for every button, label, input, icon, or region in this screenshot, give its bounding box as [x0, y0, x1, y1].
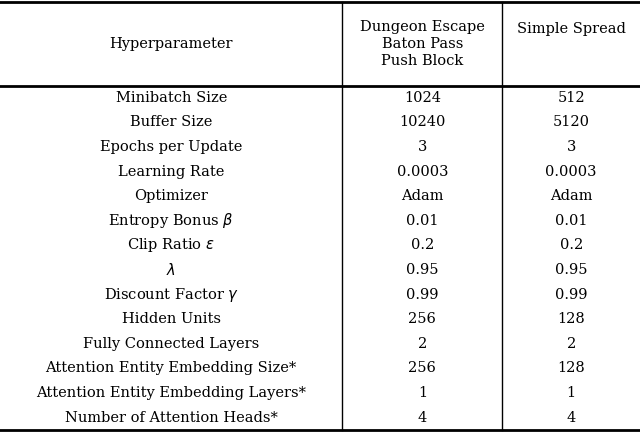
Text: 512: 512 — [557, 91, 585, 105]
Text: 0.01: 0.01 — [406, 214, 438, 228]
Text: Hidden Units: Hidden Units — [122, 312, 221, 326]
Text: 0.2: 0.2 — [559, 238, 583, 252]
Text: Simple Spread: Simple Spread — [516, 22, 626, 36]
Text: Discount Factor $\gamma$: Discount Factor $\gamma$ — [104, 286, 239, 304]
Text: Attention Entity Embedding Layers*: Attention Entity Embedding Layers* — [36, 386, 306, 400]
Text: 4: 4 — [418, 410, 427, 425]
Text: 1: 1 — [566, 386, 576, 400]
Text: 256: 256 — [408, 312, 436, 326]
Text: Number of Attention Heads*: Number of Attention Heads* — [65, 410, 278, 425]
Text: Minibatch Size: Minibatch Size — [115, 91, 227, 105]
Text: Epochs per Update: Epochs per Update — [100, 140, 243, 154]
Text: 0.01: 0.01 — [555, 214, 588, 228]
Text: 0.99: 0.99 — [555, 288, 588, 302]
Text: 10240: 10240 — [399, 115, 445, 130]
Text: Learning Rate: Learning Rate — [118, 165, 225, 178]
Text: Clip Ratio $\epsilon$: Clip Ratio $\epsilon$ — [127, 236, 215, 254]
Text: Attention Entity Embedding Size*: Attention Entity Embedding Size* — [45, 361, 297, 375]
Text: Adam: Adam — [401, 189, 444, 203]
Text: 0.2: 0.2 — [411, 238, 434, 252]
Text: Buffer Size: Buffer Size — [130, 115, 212, 130]
Text: 0.99: 0.99 — [406, 288, 438, 302]
Text: 1: 1 — [418, 386, 427, 400]
Text: 0.0003: 0.0003 — [545, 165, 597, 178]
Text: Dungeon Escape
Baton Pass
Push Block: Dungeon Escape Baton Pass Push Block — [360, 19, 485, 68]
Text: 5120: 5120 — [553, 115, 589, 130]
Text: Entropy Bonus $\beta$: Entropy Bonus $\beta$ — [108, 211, 234, 230]
Text: 4: 4 — [566, 410, 576, 425]
Text: 3: 3 — [418, 140, 427, 154]
Text: 0.95: 0.95 — [406, 263, 438, 277]
Text: 3: 3 — [566, 140, 576, 154]
Text: 1024: 1024 — [404, 91, 441, 105]
Text: 2: 2 — [418, 337, 427, 351]
Text: 128: 128 — [557, 361, 585, 375]
Text: 0.95: 0.95 — [555, 263, 588, 277]
Text: Adam: Adam — [550, 189, 593, 203]
Text: $\lambda$: $\lambda$ — [166, 262, 176, 278]
Text: Hyperparameter: Hyperparameter — [109, 37, 233, 51]
Text: Optimizer: Optimizer — [134, 189, 208, 203]
Text: Fully Connected Layers: Fully Connected Layers — [83, 337, 259, 351]
Text: 0.0003: 0.0003 — [397, 165, 448, 178]
Text: 256: 256 — [408, 361, 436, 375]
Text: 2: 2 — [566, 337, 576, 351]
Text: 128: 128 — [557, 312, 585, 326]
